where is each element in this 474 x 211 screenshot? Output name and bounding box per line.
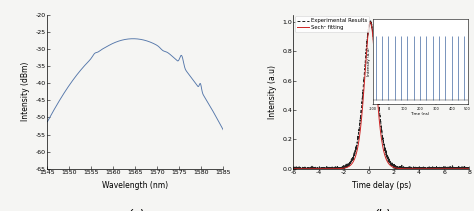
Experimental Results (366, 26, 372, 28)
X-axis label: Time delay (ps): Time delay (ps) (352, 181, 411, 190)
Sech² fitting (463, 168, 469, 170)
Y-axis label: Intensity (a.u): Intensity (a.u) (268, 65, 277, 119)
Experimental Results (463, 167, 469, 170)
Sech² fitting (367, 21, 373, 23)
Experimental Results (311, 168, 317, 170)
Experimental Results (291, 168, 296, 170)
Experimental Results (321, 166, 327, 169)
Y-axis label: Intensity (dBm): Intensity (dBm) (21, 62, 30, 122)
Line: Sech² fitting: Sech² fitting (293, 22, 469, 169)
Sech² fitting (444, 168, 450, 170)
Experimental Results (291, 166, 296, 169)
Line: Experimental Results: Experimental Results (293, 21, 469, 169)
Sech² fitting (291, 168, 296, 170)
Sech² fitting (321, 168, 327, 170)
Experimental Results (358, 112, 364, 115)
Sech² fitting (466, 168, 472, 170)
Experimental Results (466, 167, 472, 170)
Sech² fitting (365, 28, 371, 31)
X-axis label: Wavelength (nm): Wavelength (nm) (102, 181, 168, 190)
Sech² fitting (310, 168, 316, 170)
Legend: Experimental Results, Sech² fitting: Experimental Results, Sech² fitting (295, 16, 369, 32)
Text: (b): (b) (373, 209, 390, 211)
Experimental Results (368, 20, 374, 22)
Experimental Results (444, 168, 450, 170)
Sech² fitting (358, 124, 364, 126)
Text: (a): (a) (127, 209, 144, 211)
